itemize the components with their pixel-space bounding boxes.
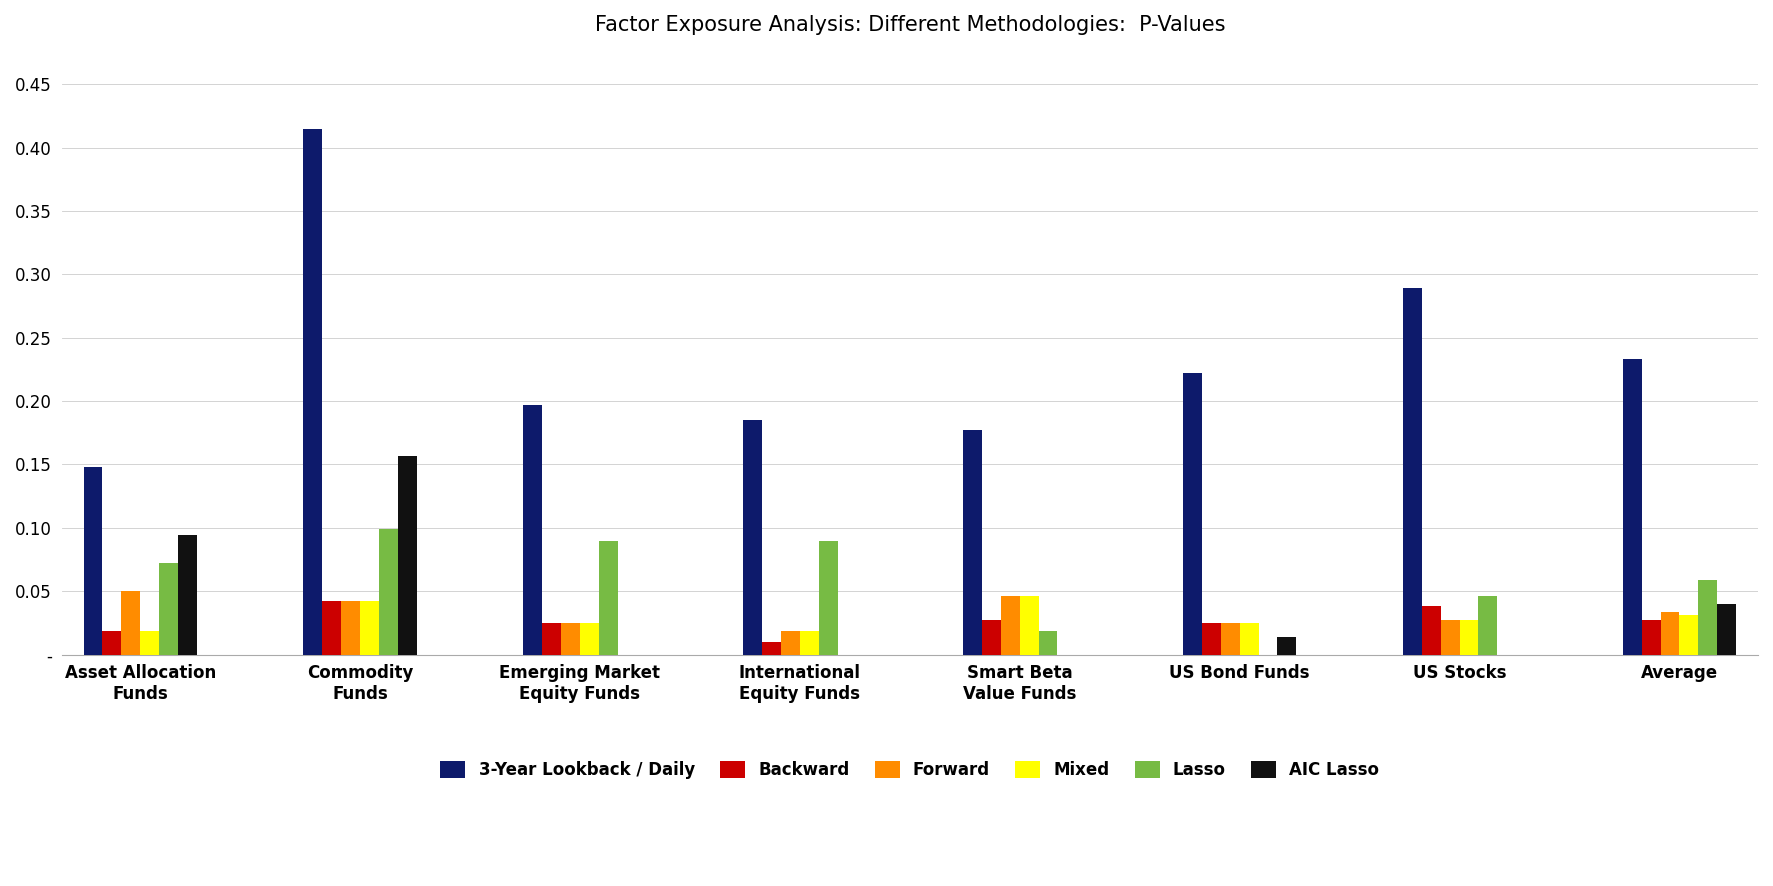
Bar xyxy=(140,631,160,655)
Bar xyxy=(1402,288,1422,655)
Bar xyxy=(1039,631,1057,655)
Bar xyxy=(1222,623,1239,655)
Bar xyxy=(83,467,103,655)
Bar xyxy=(1002,596,1019,655)
Bar xyxy=(397,455,417,655)
Bar xyxy=(599,540,617,655)
Bar xyxy=(1718,604,1736,655)
Bar xyxy=(323,602,340,655)
Bar xyxy=(1459,620,1479,655)
Bar xyxy=(580,623,599,655)
Bar xyxy=(543,623,560,655)
Bar xyxy=(523,405,543,655)
Bar xyxy=(743,420,762,655)
Bar xyxy=(340,602,360,655)
Bar xyxy=(1642,620,1661,655)
Bar xyxy=(1699,579,1718,655)
Bar xyxy=(1661,611,1679,655)
Bar xyxy=(982,620,1002,655)
Bar xyxy=(121,591,140,655)
Bar xyxy=(1277,637,1296,655)
Bar xyxy=(1441,620,1459,655)
Bar xyxy=(800,631,819,655)
Bar xyxy=(762,642,780,655)
Legend: 3-Year Lookback / Daily, Backward, Forward, Mixed, Lasso, AIC Lasso: 3-Year Lookback / Daily, Backward, Forwa… xyxy=(433,752,1388,787)
Bar xyxy=(1019,596,1039,655)
Title: Factor Exposure Analysis: Different Methodologies:  P-Values: Factor Exposure Analysis: Different Meth… xyxy=(594,15,1225,35)
Bar xyxy=(1183,373,1202,655)
Bar xyxy=(1239,623,1259,655)
Bar xyxy=(1679,615,1699,655)
Bar xyxy=(963,431,982,655)
Bar xyxy=(819,540,837,655)
Bar xyxy=(177,535,197,655)
Bar xyxy=(103,631,121,655)
Bar xyxy=(1622,359,1642,655)
Bar xyxy=(303,128,323,655)
Bar xyxy=(1479,596,1496,655)
Bar xyxy=(1202,623,1222,655)
Bar xyxy=(160,563,177,655)
Bar xyxy=(1422,606,1441,655)
Bar xyxy=(379,529,397,655)
Bar xyxy=(360,602,379,655)
Bar xyxy=(560,623,580,655)
Bar xyxy=(780,631,800,655)
